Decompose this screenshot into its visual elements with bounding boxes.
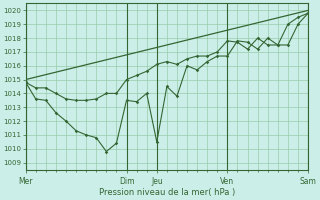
X-axis label: Pression niveau de la mer( hPa ): Pression niveau de la mer( hPa ) (99, 188, 235, 197)
